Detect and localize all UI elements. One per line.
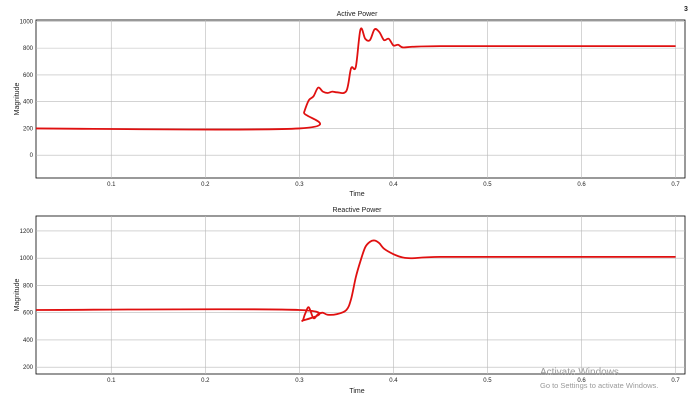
y-tick-label: 400 — [23, 338, 34, 344]
y-tick-labels: 0 200 400 600 800 1000 — [20, 19, 34, 159]
y-tick-labels: 200 400 600 800 1000 1200 — [20, 229, 34, 371]
x-tick-label: 0.7 — [671, 182, 680, 188]
y-tick-label: 600 — [23, 311, 34, 317]
x-tick-label: 0.7 — [671, 378, 680, 384]
x-tick-label: 0.5 — [483, 182, 492, 188]
chart-title: Active Power — [337, 11, 379, 18]
y-tick-label: 200 — [23, 126, 34, 132]
x-tick-labels: 0.1 0.2 0.3 0.4 0.5 0.6 0.7 — [107, 378, 680, 384]
plot-area — [35, 19, 686, 179]
chart-title: Reactive Power — [332, 207, 382, 214]
x-axis-label: Time — [349, 388, 364, 395]
x-tick-label: 0.6 — [577, 182, 586, 188]
y-tick-label: 800 — [23, 283, 34, 289]
y-tick-label: 400 — [23, 100, 34, 106]
x-tick-label: 0.4 — [389, 378, 398, 384]
y-tick-label: 600 — [23, 73, 34, 79]
corner-page-mark: 3 — [684, 6, 688, 13]
plot-area — [35, 215, 686, 375]
y-axis-label: Magnitude — [14, 83, 21, 116]
y-tick-label: 1000 — [20, 19, 34, 25]
y-axis-label: Magnitude — [14, 279, 21, 312]
y-tick-label: 800 — [23, 46, 34, 52]
reactive-power-line — [35, 239, 676, 322]
y-tick-label: 1000 — [20, 256, 34, 262]
grid-lines — [36, 216, 685, 374]
activate-windows-title: Activate Windows — [540, 367, 619, 378]
x-tick-label: 0.4 — [389, 182, 398, 188]
y-tick-label: 200 — [23, 365, 34, 371]
activate-windows-subtitle: Go to Settings to activate Windows. — [540, 381, 658, 390]
y-tick-label: 0 — [30, 153, 34, 159]
x-tick-label: 0.5 — [483, 378, 492, 384]
x-axis-label: Time — [349, 191, 364, 198]
x-tick-labels: 0.1 0.2 0.3 0.4 0.5 0.6 0.7 — [107, 182, 680, 188]
x-tick-label: 0.3 — [295, 378, 304, 384]
x-tick-label: 0.3 — [295, 182, 304, 188]
x-tick-label: 0.2 — [201, 182, 210, 188]
x-tick-label: 0.2 — [201, 378, 210, 384]
y-tick-label: 1200 — [20, 229, 34, 235]
x-tick-label: 0.6 — [577, 378, 586, 384]
active-power-line — [35, 27, 676, 131]
x-tick-label: 0.1 — [107, 182, 116, 188]
x-tick-label: 0.1 — [107, 378, 116, 384]
